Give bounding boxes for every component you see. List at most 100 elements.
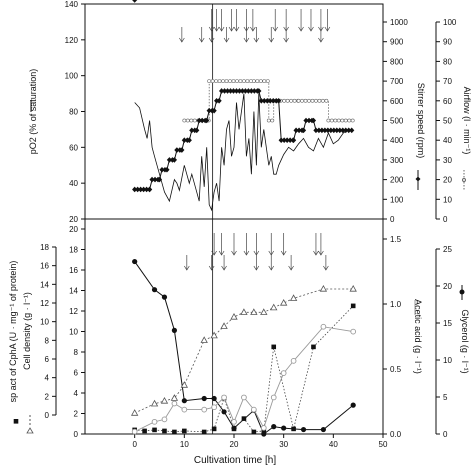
stirrer-point bbox=[174, 147, 180, 153]
airflow-tick-label: 90 bbox=[443, 38, 452, 47]
cell-density-point bbox=[319, 284, 328, 292]
acetic-point bbox=[131, 428, 138, 435]
airflow-point bbox=[282, 98, 287, 103]
acetic-point bbox=[260, 425, 267, 431]
airflow-point bbox=[266, 118, 271, 123]
x-tick-label: 50 bbox=[379, 440, 388, 449]
stirrer-point bbox=[141, 186, 147, 193]
feed-arrow-top-long-head bbox=[298, 26, 304, 32]
cpha-point bbox=[172, 429, 177, 435]
stirrer-point bbox=[245, 88, 252, 94]
airflow-point bbox=[296, 98, 301, 103]
airflow-point bbox=[303, 98, 308, 103]
stirrer-point bbox=[343, 127, 349, 134]
po2-tick-label: 100 bbox=[65, 72, 79, 81]
airflow-point bbox=[221, 79, 225, 84]
cell-density-point bbox=[210, 331, 218, 339]
stirrer-point bbox=[322, 127, 328, 134]
cpha-point bbox=[311, 344, 316, 350]
stirrer-point bbox=[276, 98, 282, 104]
airflow-point bbox=[185, 118, 190, 123]
acetic-point bbox=[350, 328, 357, 335]
po2-tick-label: 40 bbox=[69, 179, 78, 188]
feed-arrow-top-short-head bbox=[223, 37, 230, 43]
airflow-point bbox=[343, 118, 348, 123]
cpha-tick-label: 14 bbox=[69, 287, 78, 296]
acetic-axis-label: Acetic acid (g · l⁻¹) bbox=[413, 299, 423, 374]
cell-density-point bbox=[250, 308, 258, 315]
airflow-tick-label: 60 bbox=[443, 97, 452, 106]
stirrer-point bbox=[211, 107, 217, 114]
airflow-point bbox=[207, 79, 212, 84]
feed-arrow-top-long-head bbox=[324, 26, 331, 32]
glycerol-point bbox=[161, 294, 168, 300]
airflow-point bbox=[224, 79, 229, 84]
acetic-point bbox=[231, 418, 237, 425]
cpha-tick-label: 10 bbox=[69, 328, 78, 337]
airflow-point bbox=[310, 98, 315, 103]
po2-tick-label: 80 bbox=[69, 108, 78, 117]
cpha-point bbox=[291, 426, 296, 432]
stirrer-point bbox=[278, 137, 284, 143]
stirrer-point bbox=[196, 117, 202, 124]
feed-arrow-top-short-head bbox=[198, 37, 205, 43]
glycerol-point bbox=[132, 258, 138, 265]
cell-tick-label: 8 bbox=[45, 336, 50, 345]
stirrer-point bbox=[236, 88, 243, 94]
stirrer-point bbox=[194, 127, 200, 134]
feed-arrow-bottom-long-head bbox=[243, 250, 250, 256]
stirrer-point bbox=[216, 98, 222, 104]
acetic-point bbox=[280, 370, 287, 376]
cell-density-point bbox=[270, 303, 278, 311]
airflow-point bbox=[210, 79, 215, 84]
cpha-point bbox=[350, 303, 356, 309]
stirrer-point bbox=[242, 88, 249, 94]
x-tick-label: 20 bbox=[230, 440, 239, 449]
glycerol-point bbox=[221, 409, 227, 415]
stirrer-point bbox=[199, 117, 205, 124]
po2-tick-label: 120 bbox=[65, 36, 79, 45]
airflow-tick-label: 20 bbox=[443, 176, 452, 185]
cpha-line bbox=[134, 305, 354, 433]
cpha-tick-label: 12 bbox=[69, 307, 78, 316]
stirrer-point bbox=[328, 127, 334, 134]
glycerol-legend-marker bbox=[459, 289, 465, 295]
cell-tick-label: 0 bbox=[45, 411, 50, 420]
stirrer-tick-label: 400 bbox=[390, 136, 404, 145]
feed-arrow-bottom-long-head bbox=[280, 250, 287, 256]
airflow-point bbox=[265, 79, 270, 84]
cpha-point bbox=[182, 428, 187, 434]
glycerol-axis-label: Glycerol (g · l⁻¹) bbox=[460, 309, 470, 373]
acetic-tick-label: 1.0 bbox=[390, 300, 402, 309]
airflow-tick-label: 40 bbox=[443, 136, 452, 145]
stirrer-point bbox=[331, 127, 337, 134]
cpha-tick-label: 0 bbox=[74, 430, 79, 439]
stirrer-point bbox=[146, 186, 153, 193]
stirrer-point bbox=[206, 107, 212, 114]
feed-arrow-top-short-head bbox=[243, 37, 250, 43]
glycerol-point bbox=[211, 395, 217, 402]
x-tick-label: 10 bbox=[180, 440, 189, 449]
acetic-point bbox=[201, 406, 208, 413]
stirrer-point bbox=[303, 117, 309, 124]
glycerol-tick-label: 5 bbox=[443, 393, 448, 402]
cell-tick-label: 14 bbox=[40, 280, 49, 289]
stirrer-point bbox=[179, 147, 185, 153]
airflow-tick-label: 100 bbox=[443, 18, 457, 27]
stirrer-point bbox=[337, 127, 343, 134]
cpha-legend-marker bbox=[13, 419, 19, 424]
cell-tick-label: 10 bbox=[40, 318, 49, 327]
feed-arrow-top-long-head bbox=[308, 26, 314, 32]
stirrer-point bbox=[239, 88, 246, 94]
airflow-point bbox=[307, 98, 311, 103]
airflow-point bbox=[231, 79, 236, 84]
airflow-point bbox=[336, 118, 341, 123]
acetic-tick-label: 0.5 bbox=[390, 365, 402, 374]
stirrer-point bbox=[138, 186, 144, 193]
stirrer-point bbox=[159, 166, 165, 173]
cpha-point bbox=[251, 429, 257, 435]
stirrer-point bbox=[284, 137, 290, 143]
airflow-point bbox=[270, 118, 275, 123]
